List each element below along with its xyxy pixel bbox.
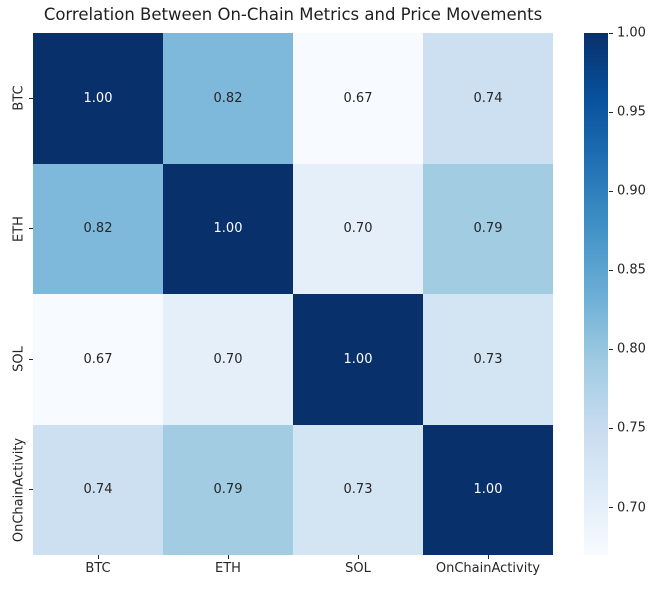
colorbar xyxy=(584,33,608,555)
y-tick-label: SOL xyxy=(11,346,27,373)
heatmap-grid: 1.00 0.82 0.67 0.74 0.82 1.00 0.70 0.79 0.67 0.70… xyxy=(33,33,553,555)
colorbar-tick-mark xyxy=(609,111,613,113)
colorbar-tick-label: 0.70 xyxy=(617,500,646,516)
colorbar-tick-mark xyxy=(609,32,613,34)
heatmap-cell: 0.67 xyxy=(293,33,423,164)
x-tick-label: BTC xyxy=(85,561,111,576)
y-tick-label: OnChainActivity xyxy=(11,437,27,542)
y-tick-mark xyxy=(29,228,33,230)
x-tick-label: SOL xyxy=(345,561,371,576)
x-tick-label: ETH xyxy=(215,561,241,576)
heatmap-cell: 0.73 xyxy=(423,294,553,425)
colorbar-tick-mark xyxy=(609,507,613,509)
heatmap-cell: 1.00 xyxy=(163,163,293,294)
colorbar-tick-mark xyxy=(609,348,613,350)
heatmap-cell: 1.00 xyxy=(33,33,163,164)
x-tick-mark xyxy=(357,555,359,559)
y-tick-label: ETH xyxy=(11,215,27,242)
heatmap-cell: 0.67 xyxy=(33,294,163,425)
y-tick-label: BTC xyxy=(11,85,27,111)
heatmap-cell: 0.74 xyxy=(423,33,553,164)
heatmap-cell: 0.82 xyxy=(163,33,293,164)
heatmap-cell: 0.79 xyxy=(163,424,293,555)
x-tick-mark xyxy=(227,555,229,559)
colorbar-tick-label: 0.75 xyxy=(617,420,646,436)
x-tick-mark xyxy=(97,555,99,559)
x-tick-label: OnChainActivity xyxy=(435,561,541,576)
heatmap-cell: 0.70 xyxy=(163,294,293,425)
y-tick-mark xyxy=(29,358,33,360)
y-tick-mark xyxy=(29,489,33,491)
heatmap-cell: 0.82 xyxy=(33,163,163,294)
colorbar-tick-label: 0.85 xyxy=(617,262,646,278)
heatmap-cell: 0.73 xyxy=(293,424,423,555)
heatmap-cell: 0.74 xyxy=(33,424,163,555)
x-tick-mark xyxy=(487,555,489,559)
colorbar-tick-label: 0.95 xyxy=(617,104,646,120)
colorbar-tick-label: 0.90 xyxy=(617,183,646,199)
heatmap-cell: 1.00 xyxy=(423,424,553,555)
heatmap-cell: 0.79 xyxy=(423,163,553,294)
colorbar-tick-mark xyxy=(609,269,613,271)
colorbar-tick-mark xyxy=(609,190,613,192)
heatmap-cell: 0.70 xyxy=(293,163,423,294)
colorbar-tick-label: 1.00 xyxy=(617,25,646,41)
colorbar-tick-label: 0.80 xyxy=(617,341,646,357)
chart-title: Correlation Between On-Chain Metrics and… xyxy=(43,5,543,24)
colorbar-tick-mark xyxy=(609,427,613,429)
y-tick-mark xyxy=(29,97,33,99)
heatmap-cell: 1.00 xyxy=(293,294,423,425)
